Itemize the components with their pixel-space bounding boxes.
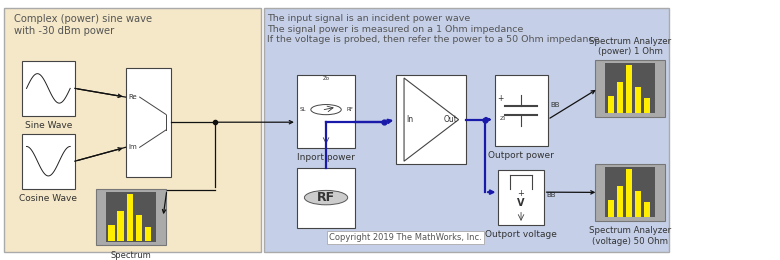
Text: Re: Re [128,94,136,100]
Bar [608,200,614,217]
Text: RF: RF [346,107,353,112]
Text: Outport power: Outport power [488,151,554,160]
Text: SL: SL [300,107,306,112]
Text: BB: BB [550,102,560,108]
Text: Zi: Zi [499,116,505,121]
Text: V: V [517,198,525,208]
Bar [617,82,623,113]
Circle shape [304,190,348,205]
Text: Cosine Wave: Cosine Wave [20,194,77,203]
Bar [126,68,171,177]
Bar [635,87,641,113]
Bar [296,168,356,228]
Bar [595,60,665,117]
Bar [108,225,115,241]
Bar [106,192,156,242]
Text: +: + [498,94,504,103]
Text: The input signal is an incident power wave
The signal power is measured on a 1 O: The input signal is an incident power wa… [267,14,599,44]
Bar [617,186,623,217]
Polygon shape [404,78,459,161]
Text: Out: Out [443,115,457,124]
Bar [498,170,544,225]
Bar [296,75,356,148]
Text: Complex (power) sine wave
with -30 dBm power: Complex (power) sine wave with -30 dBm p… [14,14,152,36]
Bar [635,191,641,217]
Text: +: + [518,189,524,198]
Text: Spectrum
Analyzer (power) 1 Ohm: Spectrum Analyzer (power) 1 Ohm [80,251,183,260]
Bar [22,61,75,116]
Bar [264,8,669,252]
Bar [22,134,75,188]
Bar [136,215,142,241]
Text: Sine Wave: Sine Wave [25,121,72,130]
Text: Zo: Zo [322,76,330,81]
Bar [644,202,651,217]
Bar [595,164,665,221]
Bar [126,194,133,241]
Bar [4,8,261,252]
Bar [626,169,633,217]
Bar [644,98,651,113]
Bar [144,227,151,241]
Bar [608,96,614,113]
Text: Spectrum Analyzer
(power) 1 Ohm: Spectrum Analyzer (power) 1 Ohm [589,37,672,56]
Text: In: In [406,115,413,124]
Bar [626,65,633,113]
Text: Spectrum Analyzer
(voltage) 50 Ohm: Spectrum Analyzer (voltage) 50 Ohm [589,226,672,246]
Text: BB: BB [546,192,555,198]
Text: Inport power: Inport power [297,153,355,162]
Text: Im: Im [128,144,136,150]
Bar [605,63,655,113]
Text: Copyright 2019 The MathWorks, Inc.: Copyright 2019 The MathWorks, Inc. [329,233,482,242]
Text: RF: RF [317,191,335,204]
Bar [96,189,166,245]
Text: Outport voltage: Outport voltage [485,230,557,239]
Bar [396,75,466,164]
Circle shape [310,105,341,115]
Bar [495,75,548,146]
Bar [605,167,655,217]
Bar [118,211,124,241]
